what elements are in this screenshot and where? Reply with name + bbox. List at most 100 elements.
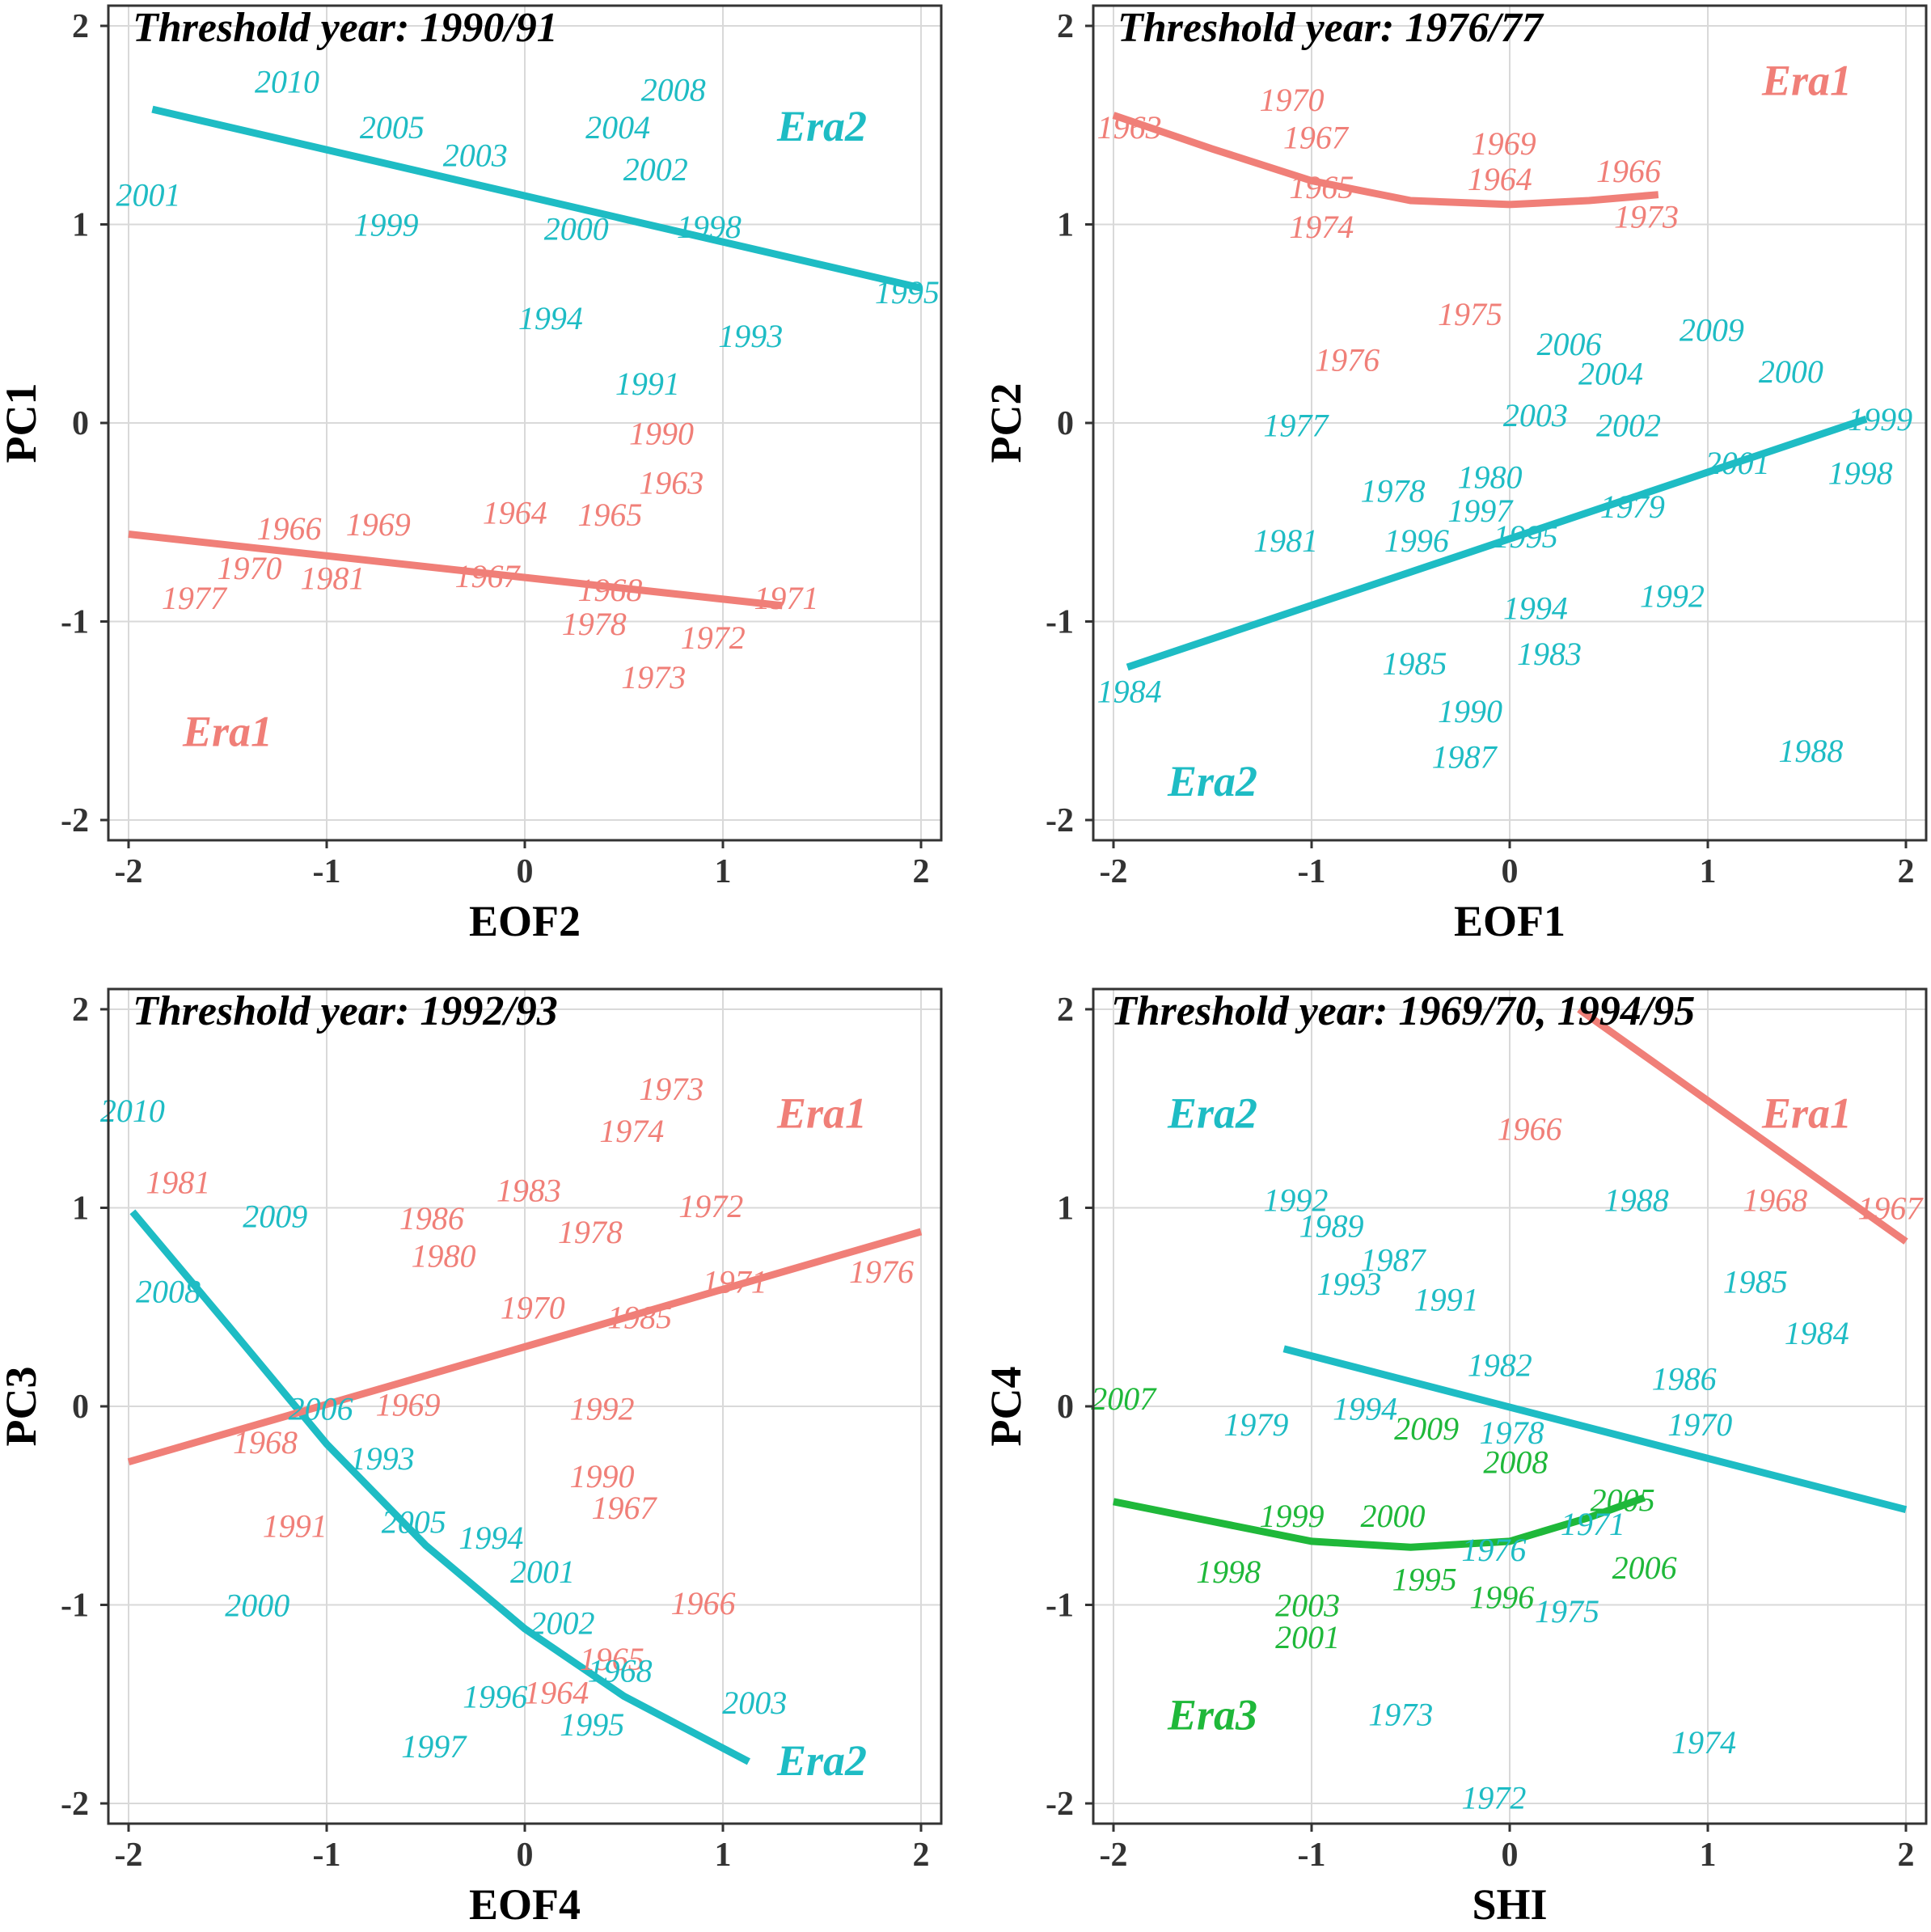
data-point-label: 2005 [360, 109, 425, 146]
data-point-label: 1966 [671, 1585, 736, 1621]
y-tick-label: 1 [72, 1190, 89, 1228]
data-point-label: 1996 [463, 1678, 527, 1714]
fit-line-era1 [127, 1228, 923, 1466]
data-point-label: 1971 [1561, 1506, 1625, 1542]
x-tick-label: 1 [715, 853, 732, 890]
x-tick-label: -1 [1298, 1837, 1326, 1874]
data-point-label: 1993 [350, 1440, 415, 1477]
era-label: Era1 [182, 708, 273, 756]
gridlines [108, 6, 941, 840]
data-point-label: 1999 [1848, 401, 1912, 438]
data-point-label: 1979 [1600, 488, 1665, 525]
fit-line-era1 [128, 531, 783, 610]
gridlines [1093, 6, 1926, 840]
data-point-label: 1977 [1263, 407, 1329, 443]
era-label: Era2 [776, 1736, 867, 1785]
data-point-label: 1984 [1785, 1315, 1849, 1351]
data-point-label: 1963 [1097, 109, 1162, 146]
data-point-label: 1968 [577, 572, 642, 608]
data-point-label: 1983 [496, 1172, 561, 1208]
y-tick-label: 0 [72, 1389, 89, 1426]
data-point-label: 2010 [100, 1093, 165, 1129]
y-tick-label: 0 [1057, 1389, 1074, 1426]
data-point-label: 1972 [681, 619, 746, 656]
x-tick-label: -1 [1298, 853, 1326, 890]
data-point-label: 1966 [1498, 1110, 1562, 1147]
data-point-label: 2005 [382, 1503, 446, 1540]
data-point-label: 1979 [1223, 1406, 1288, 1443]
data-point-label: 1976 [1315, 341, 1380, 378]
data-point-label: 1991 [1414, 1281, 1479, 1317]
x-tick-label: 2 [1898, 1837, 1915, 1874]
data-point-label: 2002 [623, 151, 688, 188]
data-point-label: 1966 [256, 510, 321, 547]
data-point-label: 2000 [225, 1587, 289, 1624]
data-point-label: 1978 [562, 606, 627, 642]
panel-title: Threshold year: 1976/77 [1118, 5, 1544, 51]
fit-line-era1 [1112, 112, 1659, 209]
panel-title: Threshold year: 1992/93 [133, 988, 558, 1034]
y-tick-label: 1 [72, 207, 89, 244]
data-point-label: 1999 [354, 207, 419, 243]
data-point-label: 1991 [615, 366, 680, 402]
data-point-label: 1985 [1382, 645, 1447, 682]
x-tick-label: 0 [517, 1837, 534, 1874]
data-point-label: 1985 [1723, 1263, 1788, 1300]
era-label: Era2 [776, 102, 867, 150]
data-point-label: 1980 [412, 1237, 476, 1274]
y-tick-label: 2 [72, 991, 89, 1029]
data-point-label: 2001 [1275, 1619, 1340, 1655]
y-tick-label: 1 [1057, 207, 1074, 244]
era-label: Era1 [1761, 1089, 1852, 1138]
era-label: Era1 [776, 1089, 867, 1138]
data-point-label: 1975 [1535, 1593, 1599, 1630]
data-point-label: 1972 [1461, 1780, 1526, 1816]
data-point-label: 1987 [1432, 738, 1498, 775]
era-label: Era1 [1761, 56, 1852, 104]
data-point-label: 1970 [501, 1289, 565, 1325]
data-point-label: 1983 [1517, 636, 1582, 672]
data-point-label: 1990 [629, 415, 694, 451]
x-tick-label: 0 [517, 853, 534, 890]
data-point-label: 1995 [875, 274, 940, 311]
data-point-label: 1968 [1743, 1182, 1807, 1219]
data-point-label: 2009 [1680, 312, 1744, 349]
data-point-label: 1969 [346, 506, 411, 543]
data-point-label: 1982 [1468, 1346, 1532, 1383]
data-point-label: 2009 [1394, 1410, 1459, 1447]
data-point-label: 2003 [1503, 397, 1568, 433]
x-tick-label: -2 [115, 1837, 143, 1874]
data-point-label: 1976 [1461, 1532, 1526, 1568]
data-point-label: 1998 [677, 209, 742, 245]
data-point-label: 1996 [1384, 522, 1449, 559]
x-tick-label: -1 [313, 1837, 341, 1874]
fit-line-era2 [151, 105, 923, 292]
data-point-label: 1974 [1289, 209, 1354, 245]
x-tick-label: 1 [715, 1837, 732, 1874]
y-axis-label: PC1 [0, 383, 45, 463]
data-point-label: 1969 [375, 1387, 440, 1423]
x-tick-label: 2 [913, 1837, 930, 1874]
panel-title: Threshold year: 1969/70, 1994/95 [1111, 988, 1695, 1034]
data-point-label: 1996 [1469, 1579, 1534, 1616]
data-point-label: 1964 [1468, 161, 1532, 197]
data-point-label: 2002 [1596, 407, 1661, 443]
data-point-label: 2004 [585, 109, 650, 146]
panel-pc3-eof4: Threshold year: 1992/93 2010197319741981… [0, 987, 943, 1929]
data-point-label: 1978 [1360, 472, 1425, 509]
data-point-label: 1978 [558, 1214, 623, 1250]
data-point-label: 1973 [621, 659, 686, 695]
x-tick-label: 0 [1502, 1837, 1519, 1874]
x-tick-label: -2 [1100, 1837, 1128, 1874]
data-point-label: 1986 [1652, 1361, 1717, 1397]
y-tick-label: -2 [1046, 802, 1074, 839]
data-point-label: 1976 [849, 1253, 914, 1290]
data-point-label: 1998 [1196, 1554, 1261, 1590]
x-tick-label: -1 [313, 853, 341, 890]
data-point-label: 1984 [1097, 673, 1162, 709]
y-tick-label: -2 [61, 1786, 89, 1823]
data-point-label: 1992 [1640, 578, 1705, 615]
x-axis-label: EOF1 [1454, 897, 1566, 945]
data-point-label: 1973 [1368, 1697, 1433, 1733]
